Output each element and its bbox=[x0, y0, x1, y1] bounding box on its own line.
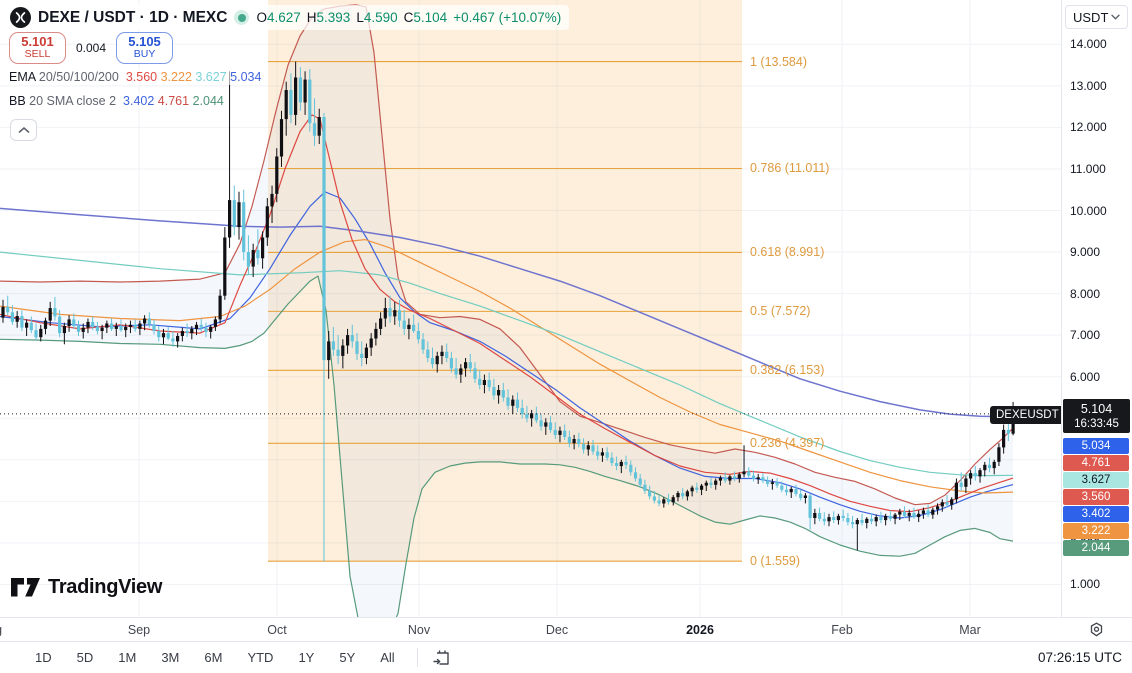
sell-label: SELL bbox=[24, 48, 51, 61]
indicator-price-tag: 3.560 bbox=[1063, 489, 1129, 505]
bb-values: 3.402 4.761 2.044 bbox=[123, 94, 224, 108]
chevron-up-icon bbox=[18, 127, 29, 133]
currency-label: USDT bbox=[1073, 9, 1109, 25]
current-price-value: 5.104 bbox=[1080, 402, 1113, 416]
price-tick-label: 12.000 bbox=[1070, 120, 1107, 135]
tradingview-logo-icon bbox=[11, 578, 40, 597]
price-tick-label: 8.000 bbox=[1070, 286, 1101, 301]
chart-area[interactable]: DEXE / USDT · 1D · MEXC O4.627 H5.393 L4.5… bbox=[0, 0, 1061, 617]
price-tick-label: 13.000 bbox=[1070, 78, 1107, 93]
time-axis-month-label: Sep bbox=[127, 623, 151, 637]
currency-dropdown[interactable]: USDT bbox=[1065, 5, 1128, 29]
bottom-toolbar: 1D 5D 1M 3M 6M YTD 1Y 5Y All 07:26:15 UTC bbox=[0, 641, 1132, 673]
chevron-down-icon bbox=[1111, 14, 1120, 20]
symbol-title[interactable]: DEXE / USDT · 1D · MEXC bbox=[38, 8, 228, 26]
ema-legend-row[interactable]: EMA 20/50/100/200 3.560 3.222 3.627 5.03… bbox=[9, 69, 267, 85]
price-tick-label: 14.000 bbox=[1070, 37, 1107, 52]
sell-button[interactable]: 5.101 SELL bbox=[9, 32, 66, 64]
price-tick-label: 7.000 bbox=[1070, 328, 1101, 343]
change-value: +0.467 (+10.07%) bbox=[453, 10, 562, 25]
time-axis-month-label: Dec bbox=[545, 623, 569, 637]
utc-clock[interactable]: 07:26:15 UTC bbox=[1037, 650, 1122, 665]
time-axis-month-label: Nov bbox=[407, 623, 431, 637]
indicator-value: 3.402 bbox=[123, 94, 155, 108]
sell-price: 5.101 bbox=[21, 34, 54, 50]
calendar-arrow-icon bbox=[433, 650, 449, 665]
indicator-price-tag: 4.761 bbox=[1063, 455, 1129, 471]
range-button-5d[interactable]: 5D bbox=[76, 650, 94, 665]
current-price-tag: 5.104 16:33:45 bbox=[1063, 399, 1130, 433]
indicator-value: 3.222 bbox=[160, 70, 192, 84]
collapse-legend-button[interactable] bbox=[10, 119, 37, 141]
market-status-icon[interactable] bbox=[234, 10, 250, 25]
symbol-row: DEXE / USDT · 1D · MEXC O4.627 H5.393 L4.5… bbox=[8, 5, 570, 30]
indicator-value: 4.761 bbox=[157, 94, 190, 108]
bb-title: BB bbox=[9, 94, 26, 108]
time-axis[interactable]: Aug Sep Oct Nov Dec 2026 Feb Mar bbox=[0, 617, 1132, 641]
symbol-price-tag: DEXEUSDT bbox=[990, 406, 1061, 424]
ema-values: 3.560 3.222 3.627 5.034 bbox=[126, 70, 262, 84]
price-tick-label: 6.000 bbox=[1070, 369, 1101, 384]
time-axis-settings-button[interactable] bbox=[1087, 620, 1106, 642]
fib-level-label[interactable]: 0.786 (11.011) bbox=[750, 161, 830, 176]
bb-params: 20 SMA close 2 bbox=[29, 94, 117, 108]
ohlc-item: O4.627 bbox=[256, 10, 301, 25]
bb-legend-row[interactable]: BB 20 SMA close 2 3.402 4.761 2.044 bbox=[9, 93, 229, 109]
ohlc-item: H5.393 bbox=[306, 10, 351, 25]
indicator-value: 5.034 bbox=[230, 70, 262, 84]
range-button-all[interactable]: All bbox=[380, 650, 395, 665]
range-button-1y[interactable]: 1Y bbox=[298, 650, 315, 665]
indicator-value: 3.560 bbox=[125, 70, 158, 84]
range-button-3m[interactable]: 3M bbox=[161, 650, 180, 665]
ohlc-item: C5.104 bbox=[403, 10, 448, 25]
indicator-price-tag: 5.034 bbox=[1063, 438, 1129, 454]
price-axis[interactable]: USDT 14.000 13.000 12.000 11.000 10.000 9.000… bbox=[1061, 0, 1132, 617]
tradingview-wordmark: TradingView bbox=[48, 575, 163, 598]
price-tick-label: 1.000 bbox=[1070, 577, 1101, 592]
coin-glyph-icon bbox=[15, 12, 26, 23]
range-button-ytd[interactable]: YTD bbox=[247, 650, 274, 665]
indicator-value: 3.627 bbox=[195, 70, 227, 84]
ema-params: 20/50/100/200 bbox=[38, 70, 119, 84]
buy-price: 5.105 bbox=[128, 34, 161, 50]
go-to-date-button[interactable] bbox=[432, 648, 452, 668]
trade-buttons-row: 5.101 SELL 0.004 5.105 BUY bbox=[9, 32, 174, 64]
bar-countdown: 16:33:45 bbox=[1074, 418, 1119, 430]
toolbar-divider bbox=[416, 648, 418, 667]
range-button-1d[interactable]: 1D bbox=[35, 650, 52, 665]
indicator-price-tag: 3.402 bbox=[1063, 506, 1129, 522]
buy-label: BUY bbox=[133, 48, 156, 61]
time-axis-month-label: Mar bbox=[959, 623, 981, 637]
gear-icon bbox=[1090, 622, 1103, 637]
fib-level-label[interactable]: 0 (1.559) bbox=[750, 554, 801, 569]
ema-title: EMA bbox=[9, 70, 36, 84]
indicator-price-tag: 3.222 bbox=[1063, 523, 1129, 539]
indicator-price-tag: 3.627 bbox=[1063, 472, 1129, 488]
price-chart-canvas[interactable] bbox=[0, 0, 1061, 617]
fib-level-label[interactable]: 0.618 (8.991) bbox=[750, 245, 825, 260]
ohlc-values: O4.627 H5.393 L4.590 C5.104 +0.467 (+10.07%) bbox=[256, 10, 561, 25]
time-axis-month-label: Feb bbox=[831, 623, 853, 637]
range-button-1m[interactable]: 1M bbox=[118, 650, 137, 665]
time-axis-month-label: 2026 bbox=[686, 623, 714, 637]
indicator-value: 2.044 bbox=[192, 94, 224, 108]
range-button-5y[interactable]: 5Y bbox=[339, 650, 356, 665]
time-axis-month-label: Oct bbox=[267, 623, 287, 637]
fib-level-label[interactable]: 0.382 (6.153) bbox=[750, 363, 825, 378]
spread-value: 0.004 bbox=[76, 41, 107, 55]
tradingview-watermark[interactable]: TradingView bbox=[10, 575, 162, 599]
price-tick-label: 11.000 bbox=[1070, 161, 1106, 176]
price-tick-label: 10.000 bbox=[1070, 203, 1107, 218]
price-tick-label: 9.000 bbox=[1070, 245, 1101, 260]
range-button-6m[interactable]: 6M bbox=[204, 650, 223, 665]
fib-level-label[interactable]: 0.236 (4.397) bbox=[750, 436, 825, 451]
buy-button[interactable]: 5.105 BUY bbox=[116, 32, 174, 64]
fib-level-label[interactable]: 0.5 (7.572) bbox=[750, 304, 811, 319]
fib-level-label[interactable]: 1 (13.584) bbox=[750, 54, 807, 69]
time-axis-month-label: Aug bbox=[0, 623, 2, 637]
dexe-coin-icon[interactable] bbox=[10, 7, 31, 28]
ohlc-item: L4.590 bbox=[356, 10, 398, 25]
indicator-price-tag: 2.044 bbox=[1063, 540, 1129, 556]
